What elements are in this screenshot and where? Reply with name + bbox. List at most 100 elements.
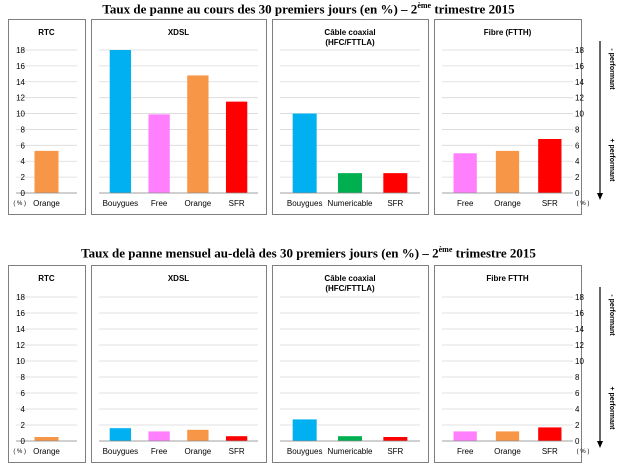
monthly-rtc-bar-orange — [34, 437, 59, 441]
first-30-days-xdsl-category-label: Bouygues — [103, 199, 139, 208]
first-30-days-right-y-tick: 6 — [575, 141, 580, 150]
first-30-days-cable-title: Câble coaxial — [324, 28, 375, 37]
monthly-xdsl-category-label: Orange — [185, 447, 212, 456]
first-30-days-fibre-bar-orange — [495, 150, 520, 193]
monthly-rtc-title: RTC — [38, 274, 55, 283]
first-30-days-right-y-tick: 10 — [575, 110, 584, 119]
first-30-days-left-unit-label: ( % ) — [13, 201, 26, 207]
monthly-fibre-title: Fibre FTTH — [486, 274, 528, 283]
monthly-xdsl-title: XDSL — [168, 274, 189, 283]
monthly-left-y-tick: 14 — [16, 325, 25, 334]
monthly-xdsl-bar-free — [148, 431, 170, 441]
monthly-cable-bar-sfr — [383, 437, 408, 441]
monthly-right-y-tick: 8 — [575, 373, 580, 382]
monthly-fibre-bar-free — [453, 431, 477, 441]
first-30-days-fibre-category-label: Orange — [494, 199, 521, 208]
monthly-xdsl-category-label: Bouygues — [103, 447, 139, 456]
first-30-days-fibre-bar-free — [453, 153, 477, 193]
first-30-days-right-y-tick: 12 — [575, 94, 584, 103]
first-30-days-cable-bar-bouygues — [292, 113, 317, 193]
monthly-xdsl-bar-bouygues — [109, 428, 132, 441]
monthly-less-performant-label: - performant — [608, 294, 615, 336]
monthly-fibre-bar-orange — [495, 431, 520, 441]
monthly-right-y-tick: 4 — [575, 405, 580, 414]
first-30-days-cable-title: (HFC/FTTLA) — [325, 38, 375, 47]
first-30-days-arrow-head-icon — [597, 193, 603, 200]
monthly-left-y-tick: 4 — [21, 405, 26, 414]
monthly-cable-title: (HFC/FTTLA) — [325, 284, 375, 293]
monthly-rtc-category-label: Orange — [33, 447, 60, 456]
monthly-cable-category-label: SFR — [387, 447, 403, 456]
monthly-cable-bar-bouygues — [292, 419, 317, 441]
first-30-days-rtc-bar-orange — [34, 150, 59, 193]
first-30-days-xdsl-category-label: Free — [151, 199, 168, 208]
first-30-days-right-y-tick: 18 — [575, 46, 584, 55]
monthly-cable-category-label: Bouygues — [287, 447, 323, 456]
first-30-days-left-y-tick: 18 — [16, 46, 25, 55]
monthly-xdsl-bar-orange — [187, 429, 209, 441]
monthly-left-y-tick: 16 — [16, 309, 25, 318]
monthly-right-y-tick: 12 — [575, 341, 584, 350]
monthly-more-performant-label: + performant — [608, 387, 615, 431]
first-30-days-cable-category-label: SFR — [387, 199, 403, 208]
monthly-right-unit-label: ( % ) — [577, 449, 590, 455]
first-30-days-cable-category-label: Numericable — [328, 199, 373, 208]
first-30-days-fibre-category-label: SFR — [542, 199, 558, 208]
monthly-cable-category-label: Numericable — [328, 447, 373, 456]
first-30-days-cable-bar-sfr — [383, 173, 408, 193]
monthly-fibre-category-label: Free — [457, 447, 474, 456]
monthly-rtc-panel — [8, 265, 86, 463]
monthly-right-y-tick: 2 — [575, 421, 580, 430]
first-30-days-left-y-tick: 14 — [16, 78, 25, 87]
monthly-xdsl-category-label: SFR — [229, 447, 245, 456]
first-30-days-rtc-title: RTC — [38, 28, 55, 37]
first-30-days-left-y-tick: 4 — [21, 157, 26, 166]
first-30-days-left-y-tick: 8 — [21, 125, 26, 134]
monthly-arrow-head-icon — [597, 441, 603, 448]
monthly-right-y-tick: 14 — [575, 325, 584, 334]
first-30-days-cable-bar-numericable — [338, 173, 362, 193]
monthly-left-unit-label: ( % ) — [13, 449, 26, 455]
first-30-days-fibre-title: Fibre (FTTH) — [484, 28, 532, 37]
first-30-days-xdsl-bar-bouygues — [109, 50, 132, 193]
first-30-days-left-y-tick: 0 — [21, 189, 26, 198]
monthly-fibre-category-label: Orange — [494, 447, 521, 456]
monthly-right-y-tick: 10 — [575, 357, 584, 366]
monthly-right-y-tick: 18 — [575, 293, 584, 302]
monthly-xdsl-bar-sfr — [225, 436, 248, 441]
monthly-right-y-tick: 6 — [575, 389, 580, 398]
first-30-days-right-y-tick: 14 — [575, 78, 584, 87]
first-30-days-xdsl-bar-orange — [187, 75, 209, 193]
first-30-days-left-y-tick: 12 — [16, 94, 25, 103]
first-30-days-rtc-category-label: Orange — [33, 199, 60, 208]
first-30-days-xdsl-category-label: Orange — [185, 199, 212, 208]
first-30-days-right-y-tick: 2 — [575, 173, 580, 182]
first-30-days-left-y-tick: 16 — [16, 62, 25, 71]
first-30-days-cable-category-label: Bouygues — [287, 199, 323, 208]
first-30-days-xdsl-category-label: SFR — [229, 199, 245, 208]
first-30-days-more-performant-label: + performant — [608, 139, 615, 183]
monthly-right-y-tick: 0 — [575, 437, 580, 446]
monthly-cable-title: Câble coaxial — [324, 274, 375, 283]
first-30-days-left-y-tick: 6 — [21, 141, 26, 150]
monthly-fibre-bar-sfr — [538, 427, 562, 441]
monthly-left-y-tick: 12 — [16, 341, 25, 350]
first-30-days-xdsl-bar-free — [148, 114, 170, 193]
top-chart-title: Taux de panne au cours des 30 premiers j… — [102, 1, 515, 17]
monthly-right-y-tick: 16 — [575, 309, 584, 318]
first-30-days-xdsl-title: XDSL — [168, 28, 189, 37]
first-30-days-right-unit-label: ( % ) — [577, 201, 590, 207]
monthly-left-y-tick: 10 — [16, 357, 25, 366]
monthly-left-y-tick: 18 — [16, 293, 25, 302]
first-30-days-right-y-tick: 16 — [575, 62, 584, 71]
first-30-days-right-y-tick: 4 — [575, 157, 580, 166]
first-30-days-fibre-category-label: Free — [457, 199, 474, 208]
first-30-days-left-y-tick: 2 — [21, 173, 26, 182]
monthly-left-y-tick: 0 — [21, 437, 26, 446]
first-30-days-xdsl-bar-sfr — [225, 101, 248, 193]
monthly-left-y-tick: 8 — [21, 373, 26, 382]
bottom-chart-title: Taux de panne mensuel au-delà des 30 pre… — [81, 245, 536, 261]
monthly-left-y-tick: 2 — [21, 421, 26, 430]
first-30-days-fibre-bar-sfr — [538, 138, 562, 193]
